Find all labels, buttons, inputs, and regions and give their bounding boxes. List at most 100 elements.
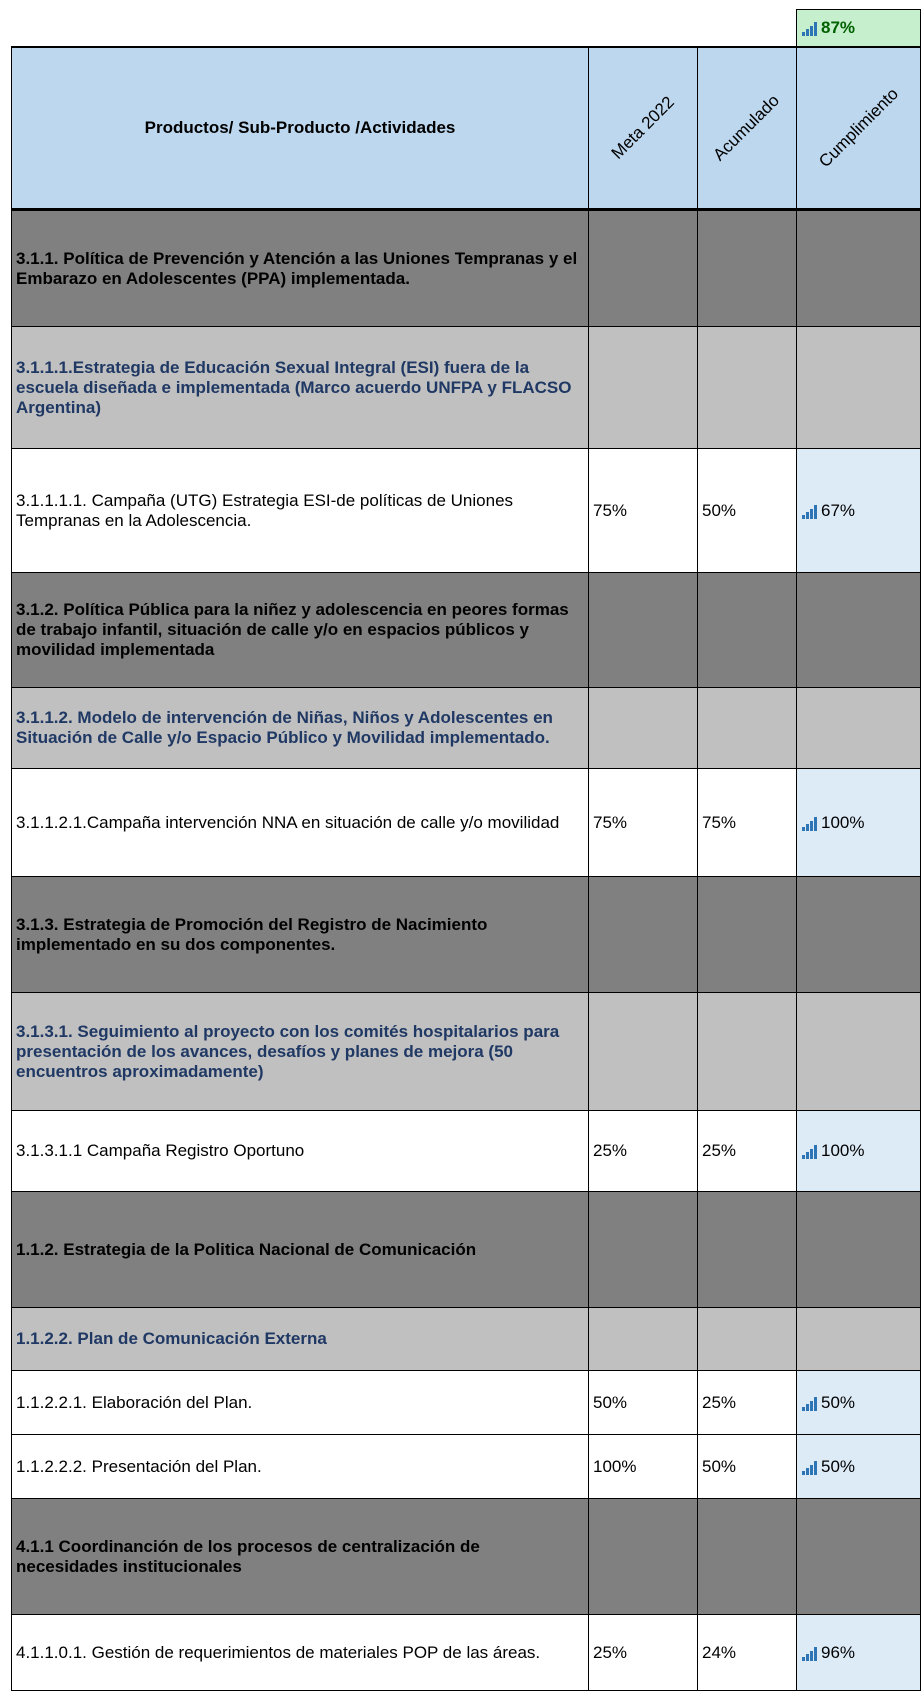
row-title: 1.1.2. Estrategia de la Politica Naciona…: [11, 1191, 589, 1308]
cell-text: 3.1.1.1.1. Campaña (UTG) Estrategia ESI-…: [16, 490, 514, 530]
row-title: 3.1.1.2. Modelo de intervención de Niñas…: [11, 687, 589, 769]
empty-cell: [796, 1498, 921, 1615]
empty-cell: [588, 210, 698, 327]
cell-text: 3.1.3.1. Seguimiento al proyecto con los…: [16, 1021, 560, 1081]
cell-text: 87%: [821, 18, 856, 37]
icon: [802, 1396, 817, 1411]
cell-text: 75%: [593, 500, 628, 520]
cell-text: 3.1.1.2.1.Campaña intervención NNA en si…: [16, 812, 560, 832]
empty-cell: [697, 687, 797, 769]
data-cell: 25%: [588, 1110, 698, 1192]
data-cell: 100%: [588, 1434, 698, 1499]
cell-text: 100%: [593, 1456, 637, 1476]
data-cell: 24%: [697, 1614, 797, 1691]
cell-text: 50%: [821, 1456, 856, 1476]
data-cell: 1.1.2.2.2. Presentación del Plan.: [11, 1434, 589, 1499]
icon: [802, 816, 817, 831]
empty-cell: [796, 1307, 921, 1371]
empty-cell: [588, 572, 698, 688]
cell-text: Acumulado: [709, 90, 784, 165]
row-title: 4.1.1 Coordinanción de los procesos de c…: [11, 1498, 589, 1615]
data-cell: 25%: [697, 1110, 797, 1192]
row-title: 3.1.3.1. Seguimiento al proyecto con los…: [11, 992, 589, 1111]
cell-text: 3.1.1.2. Modelo de intervención de Niñas…: [16, 708, 553, 747]
empty-cell: [796, 210, 921, 327]
header-cell: Meta 2022: [588, 46, 698, 210]
empty-cell: [588, 876, 698, 993]
header-cell: Cumplimiento: [796, 46, 921, 210]
data-cell: 50%: [697, 448, 797, 573]
icon: [802, 1646, 817, 1661]
cell-text: 1.1.2.2.1. Elaboración del Plan.: [16, 1392, 253, 1412]
empty-cell: [588, 687, 698, 769]
cell-text: 4.1.1 Coordinanción de los procesos de c…: [16, 1536, 480, 1576]
header-cell: Productos/ Sub-Producto /Actividades: [11, 46, 589, 210]
cell-text: 75%: [593, 812, 628, 832]
data-cell: 25%: [697, 1370, 797, 1435]
empty-cell: [588, 1307, 698, 1371]
empty-cell: [697, 1191, 797, 1308]
data-cell: 96%: [796, 1614, 921, 1691]
row-title: 1.1.2.2. Plan de Comunicación Externa: [11, 1307, 589, 1371]
empty-cell: [697, 876, 797, 993]
icon: [802, 504, 817, 519]
summary-cell: 87%: [796, 9, 921, 47]
cell-text: 24%: [702, 1642, 737, 1662]
cell-text: 1.1.2.2.2. Presentación del Plan.: [16, 1456, 262, 1476]
cell-text: 50%: [702, 500, 737, 520]
empty-cell: [697, 326, 797, 449]
empty-cell: [697, 572, 797, 688]
icon: [802, 1460, 817, 1475]
icon: [802, 22, 817, 36]
cell-text: 3.1.3. Estrategia de Promoción del Regis…: [16, 914, 488, 954]
data-cell: 3.1.3.1.1 Campaña Registro Oportuno: [11, 1110, 589, 1192]
empty-cell: [588, 1498, 698, 1615]
cell-text: 100%: [821, 1141, 865, 1160]
cell-text: 1.1.2. Estrategia de la Politica Naciona…: [16, 1239, 477, 1259]
empty-cell: [697, 210, 797, 327]
cell-text: 25%: [593, 1141, 628, 1160]
cell-text: 4.1.1.0.1. Gestión de requerimientos de …: [16, 1642, 541, 1662]
data-cell: 4.1.1.0.1. Gestión de requerimientos de …: [11, 1614, 589, 1691]
data-cell: 75%: [588, 448, 698, 573]
empty-cell: [796, 326, 921, 449]
data-cell: 1.1.2.2.1. Elaboración del Plan.: [11, 1370, 589, 1435]
data-cell: 50%: [697, 1434, 797, 1499]
cell-text: Meta 2022: [607, 92, 678, 163]
data-cell: 3.1.1.2.1.Campaña intervención NNA en si…: [11, 768, 589, 877]
data-cell: 100%: [796, 768, 921, 877]
cell-text: 50%: [593, 1392, 628, 1412]
data-cell: 75%: [588, 768, 698, 877]
data-cell: 100%: [796, 1110, 921, 1192]
empty-cell: [796, 992, 921, 1111]
cell-text: 50%: [702, 1456, 737, 1476]
cell-text: Cumplimiento: [814, 84, 902, 172]
cell-text: 100%: [821, 812, 865, 832]
cell-text: 1.1.2.2. Plan de Comunicación Externa: [16, 1329, 327, 1348]
cell-text: 67%: [821, 500, 856, 520]
header-cell: Acumulado: [697, 46, 797, 210]
cell-text: 25%: [702, 1141, 737, 1160]
data-cell: 50%: [796, 1434, 921, 1499]
empty-cell: [796, 572, 921, 688]
cell-text: 75%: [702, 812, 737, 832]
cell-text: 3.1.2. Política Pública para la niñez y …: [16, 600, 569, 659]
empty-cell: [697, 1498, 797, 1615]
data-cell: 50%: [588, 1370, 698, 1435]
cell-text: 25%: [593, 1642, 628, 1662]
empty-cell: [588, 1191, 698, 1308]
empty-cell: [796, 876, 921, 993]
cell-text: 25%: [702, 1392, 737, 1412]
data-cell: 25%: [588, 1614, 698, 1691]
icon: [802, 1145, 817, 1159]
cell-text: 50%: [821, 1392, 856, 1412]
cell-text: 3.1.3.1.1 Campaña Registro Oportuno: [16, 1141, 305, 1160]
empty-cell: [588, 326, 698, 449]
cell-text: Productos/ Sub-Producto /Actividades: [144, 118, 456, 137]
empty-cell: [796, 1191, 921, 1308]
row-title: 3.1.3. Estrategia de Promoción del Regis…: [11, 876, 589, 993]
cell-text: 3.1.1.1.Estrategia de Educación Sexual I…: [16, 357, 572, 417]
row-title: 3.1.1. Política de Prevención y Atención…: [11, 210, 589, 327]
empty-cell: [697, 992, 797, 1111]
